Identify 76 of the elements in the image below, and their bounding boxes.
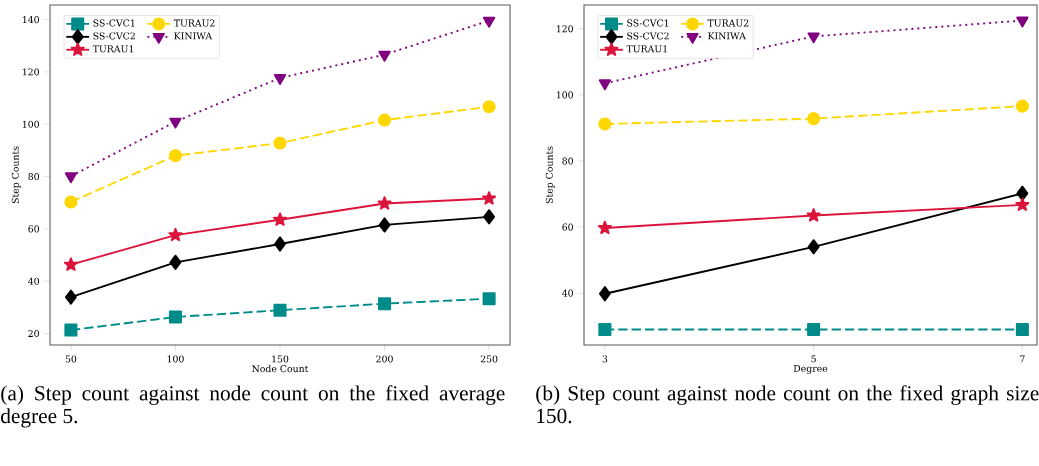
point bbox=[482, 191, 497, 205]
point bbox=[168, 227, 183, 242]
point bbox=[598, 286, 611, 302]
y-tick-label: 20 bbox=[28, 329, 39, 337]
x-tick-label: 7 bbox=[1020, 355, 1025, 363]
point bbox=[64, 289, 77, 305]
point bbox=[807, 322, 821, 336]
point bbox=[598, 117, 612, 131]
x-tick-label: 100 bbox=[167, 355, 184, 363]
point bbox=[482, 16, 496, 28]
point bbox=[807, 32, 820, 44]
point bbox=[1015, 99, 1029, 113]
y-axis-title: Step Counts bbox=[11, 146, 21, 204]
point bbox=[1015, 197, 1030, 212]
x-tick-label: 200 bbox=[376, 355, 393, 363]
x-tick-label: 250 bbox=[480, 355, 498, 363]
legend-label: KINIWA bbox=[174, 32, 213, 40]
x-tick-label: 50 bbox=[65, 355, 77, 363]
y-axis-title: Step Counts bbox=[545, 146, 555, 204]
point bbox=[274, 236, 286, 252]
x-tick-label: 150 bbox=[272, 355, 289, 363]
y-tick-label: 120 bbox=[22, 68, 39, 76]
legend-label: TURAU2 bbox=[173, 19, 215, 27]
point bbox=[378, 297, 392, 311]
legend-label: TURAU2 bbox=[707, 19, 749, 27]
point bbox=[63, 257, 78, 271]
y-tick-label: 60 bbox=[28, 225, 39, 233]
y-tick-label: 60 bbox=[562, 223, 573, 231]
point bbox=[807, 112, 821, 126]
point bbox=[806, 208, 821, 222]
point bbox=[1016, 185, 1029, 201]
point bbox=[168, 310, 182, 324]
point bbox=[378, 50, 391, 62]
point bbox=[482, 100, 496, 114]
text: (a) Step count against node count on the fixed average degree 5. bbox=[1, 385, 505, 428]
legend-label: SS-CVC2 bbox=[627, 32, 669, 40]
point bbox=[1015, 322, 1029, 336]
point bbox=[169, 117, 182, 129]
y-tick-label: 40 bbox=[562, 289, 573, 297]
text: (b) Step count against node count on the fixed graph size 150. bbox=[536, 385, 1039, 424]
point bbox=[273, 74, 287, 85]
point bbox=[1016, 16, 1029, 28]
legend-label: TURAU1 bbox=[92, 45, 134, 53]
point bbox=[168, 149, 182, 163]
point bbox=[273, 136, 287, 150]
point bbox=[598, 322, 612, 336]
point bbox=[273, 303, 287, 317]
point bbox=[378, 113, 392, 127]
x-tick-label: 5 bbox=[811, 355, 816, 363]
point bbox=[807, 239, 820, 255]
legend-label: SS-CVC2 bbox=[93, 32, 135, 40]
y-tick-label: 80 bbox=[28, 173, 39, 181]
point bbox=[272, 212, 288, 226]
point bbox=[64, 195, 78, 209]
y-tick-label: 80 bbox=[562, 157, 573, 165]
point bbox=[377, 196, 392, 210]
y-tick-label: 40 bbox=[28, 277, 39, 285]
x-axis-title: Node Count bbox=[252, 364, 309, 373]
x-axis-title: Degree bbox=[793, 364, 828, 374]
legend-label: SS-CVC1 bbox=[627, 19, 669, 27]
point bbox=[378, 217, 391, 233]
point bbox=[597, 220, 612, 235]
point bbox=[64, 323, 78, 337]
legend-label: KINIWA bbox=[708, 32, 746, 40]
y-tick-label: 100 bbox=[556, 91, 573, 99]
legend-label: TURAU1 bbox=[626, 45, 667, 53]
point bbox=[483, 209, 496, 225]
point bbox=[598, 79, 612, 91]
x-tick-label: 3 bbox=[602, 355, 608, 363]
y-tick-label: 100 bbox=[22, 120, 39, 128]
legend-label: SS-CVC1 bbox=[93, 19, 135, 27]
point bbox=[482, 292, 496, 306]
point bbox=[169, 254, 182, 270]
point bbox=[64, 172, 78, 184]
y-tick-label: 120 bbox=[556, 25, 573, 33]
y-tick-label: 140 bbox=[22, 16, 39, 24]
